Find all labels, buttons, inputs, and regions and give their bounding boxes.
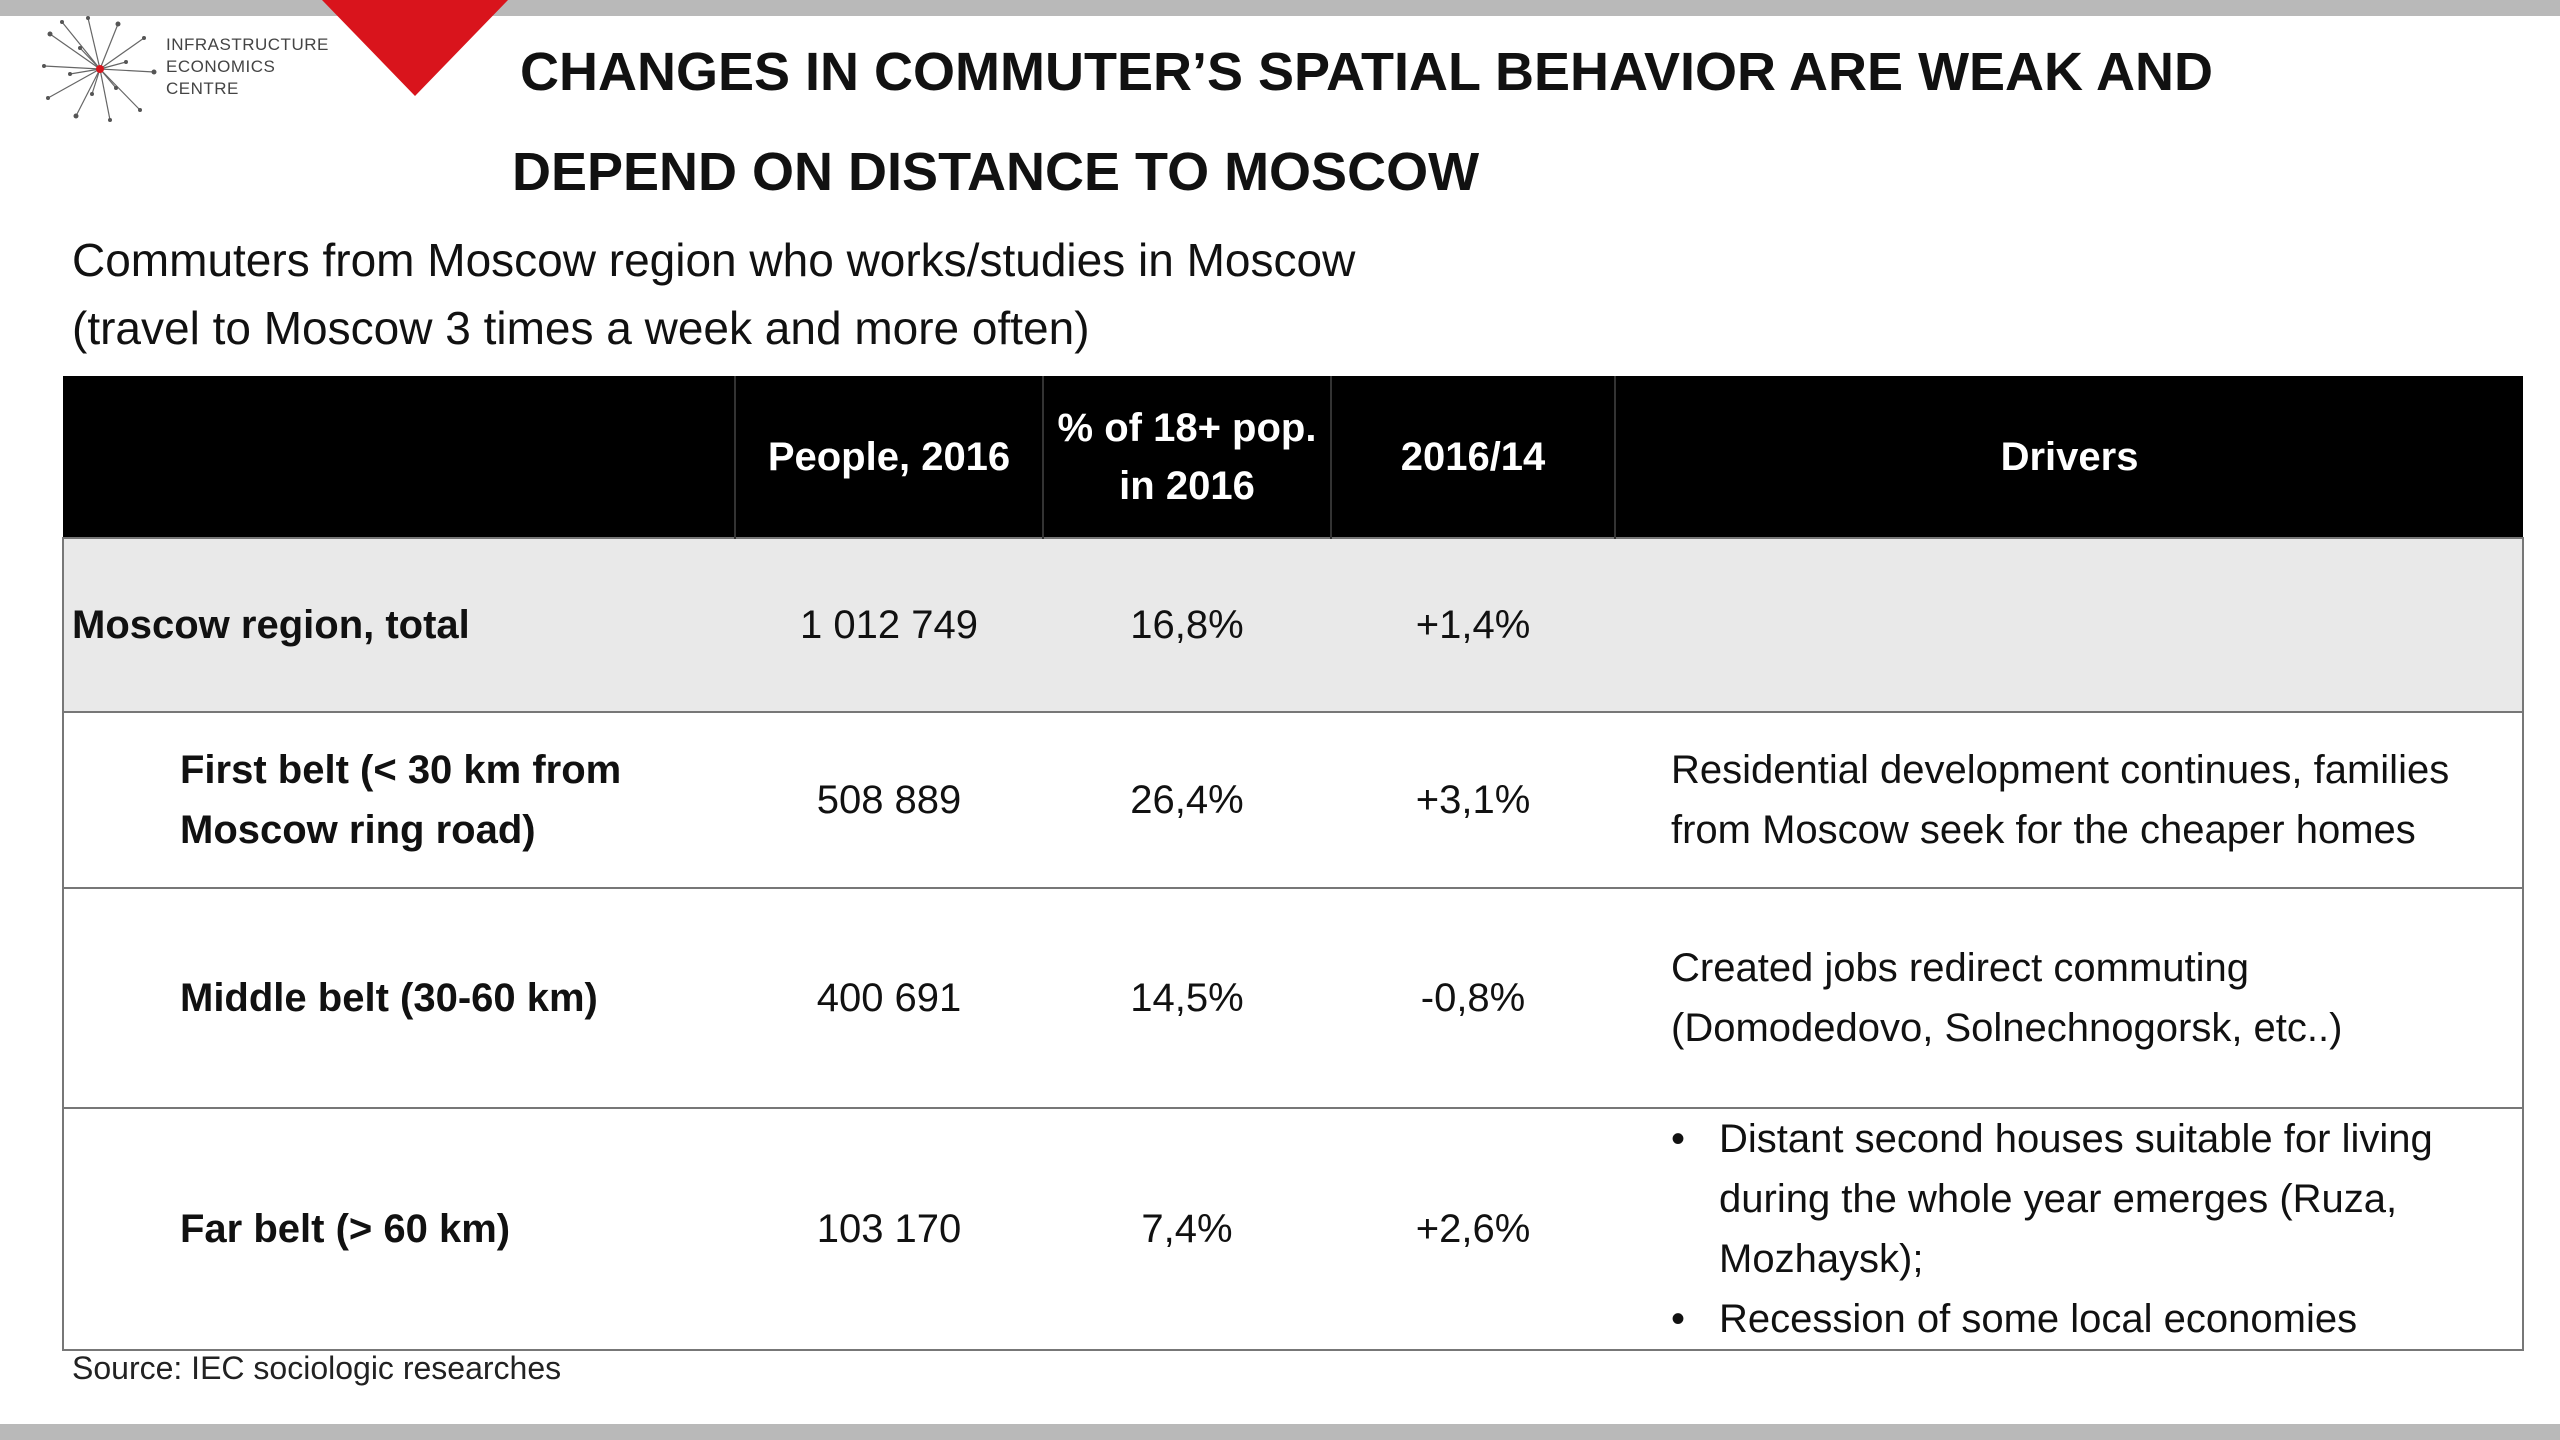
change-cell: +2,6%: [1331, 1107, 1615, 1351]
slide-title: CHANGES IN COMMUTER’S SPATIAL BEHAVIOR A…: [512, 22, 2320, 222]
header-label: [63, 376, 736, 538]
table-row: Moscow region, total 1 012 749 16,8% +1,…: [63, 537, 2523, 712]
iec-logo: INFRASTRUCTURE ECONOMICS CENTRE: [40, 14, 340, 124]
row-label: Moscow region, total: [63, 537, 735, 712]
row-label: First belt (< 30 km from Moscow ring roa…: [63, 711, 735, 888]
logo-line-1: INFRASTRUCTURE: [166, 35, 329, 54]
top-frame-bar: [0, 0, 2560, 16]
drivers-bullet-list: Distant second houses suitable for livin…: [1671, 1109, 2512, 1349]
row-label: Far belt (> 60 km): [63, 1107, 735, 1351]
table-caption-line-2: (travel to Moscow 3 times a week and mor…: [72, 302, 1090, 354]
table-caption-line-1: Commuters from Moscow region who works/s…: [72, 234, 1356, 286]
share-cell: 7,4%: [1043, 1107, 1331, 1351]
table-row: First belt (< 30 km from Moscow ring roa…: [63, 711, 2523, 888]
share-cell: 14,5%: [1043, 887, 1331, 1108]
slide-title-line-2: DEPEND ON DISTANCE TO MOSCOW: [512, 142, 1480, 202]
change-cell: -0,8%: [1331, 887, 1615, 1108]
change-cell: +3,1%: [1331, 711, 1615, 888]
share-cell: 26,4%: [1043, 711, 1331, 888]
change-cell: +1,4%: [1331, 537, 1615, 712]
table-row: Middle belt (30-60 km) 400 691 14,5% -0,…: [63, 887, 2523, 1108]
drivers-bullet: Recession of some local economies: [1671, 1289, 2512, 1349]
people-cell: 1 012 749: [735, 537, 1043, 712]
drivers-cell: Residential development continues, famil…: [1615, 711, 2523, 888]
commuters-table: People, 2016 % of 18+ pop. in 2016 2016/…: [62, 376, 2524, 1351]
people-cell: 508 889: [735, 711, 1043, 888]
header-share: % of 18+ pop. in 2016: [1043, 376, 1332, 538]
logo-line-2: ECONOMICS: [166, 57, 276, 76]
header-drivers: Drivers: [2000, 434, 2139, 479]
table-header-row: People, 2016 % of 18+ pop. in 2016 2016/…: [63, 376, 2523, 538]
network-burst-icon: [42, 16, 157, 122]
table-row: Far belt (> 60 km) 103 170 7,4% +2,6% Di…: [63, 1107, 2523, 1351]
row-label: Middle belt (30-60 km): [63, 887, 735, 1108]
people-cell: 400 691: [735, 887, 1043, 1108]
drivers-cell: Distant second houses suitable for livin…: [1615, 1107, 2523, 1351]
table-caption: Commuters from Moscow region who works/s…: [72, 226, 2072, 362]
red-triangle-decoration: [322, 0, 508, 96]
drivers-bullet: Distant second houses suitable for livin…: [1671, 1109, 2512, 1289]
people-cell: 103 170: [735, 1107, 1043, 1351]
bottom-frame-bar: [0, 1424, 2560, 1440]
slide-title-line-1: CHANGES IN COMMUTER’S SPATIAL BEHAVIOR A…: [520, 42, 2214, 102]
drivers-cell: [1615, 537, 2523, 712]
logo-line-3: CENTRE: [166, 79, 239, 98]
share-cell: 16,8%: [1043, 537, 1331, 712]
source-note: Source: IEC sociologic researches: [72, 1350, 562, 1386]
drivers-cell: Created jobs redirect commuting (Domoded…: [1615, 887, 2523, 1108]
header-people: People, 2016: [735, 376, 1044, 538]
header-change: 2016/14: [1331, 376, 1616, 538]
